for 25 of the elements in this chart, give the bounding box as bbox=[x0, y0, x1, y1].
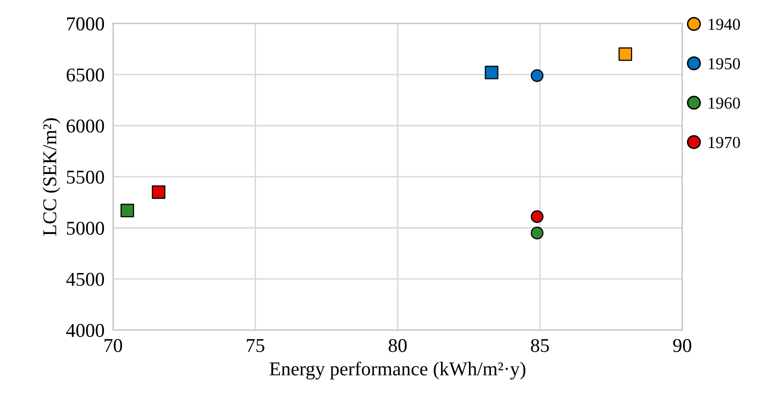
point bbox=[530, 69, 544, 82]
x-tick-label: 90 bbox=[673, 338, 692, 352]
y-tick-label: 7000 bbox=[67, 17, 104, 30]
y-tick-label: 6000 bbox=[66, 120, 104, 133]
x-tick-label: 70 bbox=[104, 338, 122, 352]
y-tick-label: 4000 bbox=[66, 324, 104, 338]
y-axis-title: LCC (SEK/m²) bbox=[42, 118, 60, 236]
legend-label: 1960 bbox=[708, 97, 740, 109]
y-tick-label: 5000 bbox=[66, 222, 104, 235]
point bbox=[530, 210, 544, 224]
x-tick-label: 80 bbox=[388, 338, 407, 352]
point bbox=[618, 47, 632, 61]
x-tick-label: 75 bbox=[246, 339, 264, 352]
x-tick-label: 85 bbox=[530, 338, 549, 352]
legend-label: 1970 bbox=[708, 136, 740, 148]
point bbox=[152, 185, 166, 199]
legend-label: 1950 bbox=[708, 58, 740, 70]
x-axis-title: Energy performance (kWh/m²·y) bbox=[270, 362, 526, 380]
y-tick-label: 6500 bbox=[66, 68, 104, 82]
y-tick-label: 5500 bbox=[66, 170, 104, 184]
legend-label: 1940 bbox=[708, 18, 740, 30]
point bbox=[530, 226, 544, 240]
y-tick-label: 4500 bbox=[66, 272, 104, 286]
point bbox=[120, 204, 134, 218]
point bbox=[484, 66, 498, 80]
